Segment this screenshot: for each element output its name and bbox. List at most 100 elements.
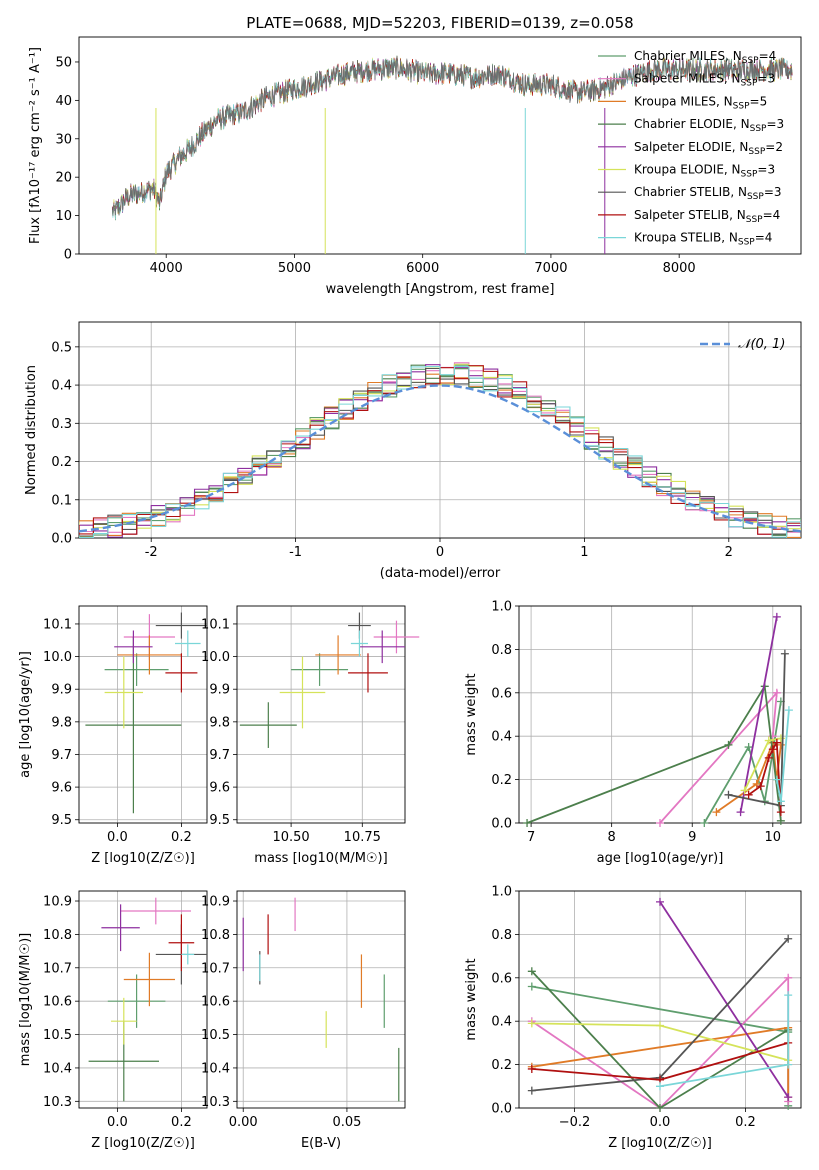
x-tick-label: 5000	[278, 261, 311, 276]
y-tick-label: 9.8	[209, 715, 230, 730]
x-tick-label: 0.2	[171, 830, 192, 845]
y-tick-label: 9.9	[209, 683, 230, 698]
x-tick-label: 0.00	[229, 1115, 258, 1130]
weight-marker-model-1	[784, 973, 793, 982]
legend-entry-1: Salpeter MILES, NSSP=3	[634, 72, 775, 89]
weight-marker-model-7	[768, 745, 777, 754]
weight_vs_Z-panel: −0.2 0.0 0.2 0.0 0.2 0.4 0.6 0.8 1.0 Z [log10(Z/Z…	[464, 885, 802, 1151]
y-tick-label: 10.9	[201, 895, 230, 910]
y-tick-label: 0.5	[51, 340, 72, 355]
legend-entry-normal: 𝒩(0, 1)	[738, 337, 785, 352]
weight-line-model-4	[739, 616, 778, 813]
weight-marker-model-5	[656, 1021, 664, 1030]
y-tick-label: 0.4	[491, 730, 512, 745]
plot-frame	[78, 605, 208, 824]
x-tick-label: 7000	[534, 261, 567, 276]
y-tick-label: 0	[64, 248, 72, 263]
histogram-model-8	[79, 365, 801, 538]
x-tick-label: 0.0	[107, 830, 128, 845]
weight-marker-model-0	[744, 743, 753, 752]
spectrum-model-line-6	[111, 56, 793, 216]
y-tick-label: 9.6	[51, 781, 72, 796]
x-tick-label: 9	[688, 830, 696, 845]
weight-marker-model-8	[776, 797, 785, 806]
legend-value: =3	[757, 72, 775, 86]
legend-value: =4	[763, 208, 781, 222]
weight-marker-model-4	[656, 897, 664, 906]
weight-marker-model-7	[764, 753, 773, 762]
weight-marker-model-3	[776, 816, 785, 825]
x-tick-label: 0.05	[332, 1115, 361, 1130]
y-tick-label: 1.0	[491, 600, 512, 615]
weight-marker-model-6	[784, 934, 793, 943]
x-axis-label: Z [log10(Z/Z☉)]	[91, 1136, 195, 1151]
weight-line-model-3	[526, 683, 782, 824]
y-tick-label: 10.8	[201, 928, 230, 943]
legend-sub: SSP	[741, 79, 758, 89]
y-tick-label: 50	[55, 55, 72, 70]
y-tick-label: 10.3	[43, 1095, 72, 1110]
y-tick-label: 10.7	[43, 961, 72, 976]
mass_vs_Z-panel: 0.0 0.2 10.3 10.4 10.5 10.6 10.7 10.8 10.9 Z [log…	[18, 890, 208, 1151]
y-tick-label: 10.7	[201, 961, 230, 976]
y-tick-label: 0.0	[491, 817, 512, 832]
legend-entry-6: Chabrier STELIB, NSSP=3	[634, 185, 782, 202]
weight-marker-model-3	[724, 740, 733, 749]
x-axis-label: age [log10(age/yr)]	[597, 851, 724, 866]
y-axis-label: mass [log10(M/M☉)]	[18, 933, 33, 1066]
y-tick-label: 0.3	[51, 417, 72, 432]
legend-value: =4	[759, 49, 777, 63]
x-tick-label: 10.50	[272, 830, 309, 845]
legend-value: =3	[766, 117, 784, 131]
y-tick-label: 0.4	[491, 1015, 512, 1030]
weight-marker-model-0	[527, 982, 536, 991]
x-tick-label: 8000	[663, 261, 696, 276]
y-tick-label: 10.8	[43, 928, 72, 943]
weight-marker-model-0	[700, 819, 709, 827]
x-tick-label: 7	[527, 830, 535, 845]
legend-entry-7: Salpeter STELIB, NSSP=4	[634, 208, 780, 225]
y-tick-label: 10	[55, 209, 72, 224]
y-tick-label: 9.7	[51, 748, 72, 763]
weight-marker-model-1	[772, 688, 781, 697]
legend-sub: SSP	[750, 124, 767, 134]
y-tick-label: 0.4	[51, 379, 72, 394]
y-tick-label: 10.5	[43, 1028, 72, 1043]
legend-entry-4: Salpeter ELODIE, NSSP=2	[634, 140, 783, 157]
figure-title: PLATE=0688, MJD=52203, FIBERID=0139, z=0…	[246, 14, 633, 32]
spectrum-panel: 4000 5000 6000 7000 8000 0 10 20 30 40 50 wavelengt…	[28, 36, 802, 297]
weight-marker-model-3	[523, 819, 532, 827]
y-tick-label: 0.2	[491, 1058, 512, 1073]
legend-value: =2	[765, 140, 783, 154]
legend-entry-2: Kroupa MILES, NSSP=5	[634, 94, 767, 111]
y-tick-label: 0.8	[491, 928, 512, 943]
y-tick-label: 10.4	[201, 1061, 230, 1076]
weight-marker-model-5	[776, 734, 785, 743]
x-axis-label: wavelength [Angstrom, rest frame]	[326, 282, 555, 297]
weight-marker-model-7	[756, 782, 765, 791]
y-tick-label: 0.2	[491, 773, 512, 788]
legend: Chabrier MILES, NSSP=4 Salpeter MILES, NS…	[598, 49, 784, 248]
y-tick-label: 10.0	[201, 650, 230, 665]
weight-marker-model-7	[776, 808, 785, 817]
y-tick-label: 9.5	[209, 813, 230, 828]
weight-marker-model-2	[752, 779, 761, 788]
y-tick-label: 10.0	[43, 650, 72, 665]
y-tick-label: 0.0	[51, 532, 72, 547]
x-tick-label: 0	[436, 545, 444, 560]
plot-frame	[78, 890, 208, 1109]
y-tick-label: 30	[55, 132, 72, 147]
y-axis-label: age [log10(age/yr)]	[18, 651, 33, 778]
legend-entry-8: Kroupa STELIB, NSSP=4	[634, 231, 772, 248]
x-tick-label: 10.75	[344, 830, 381, 845]
x-axis-label: mass [log10(M/M☉)]	[254, 851, 387, 866]
legend-sub: SSP	[738, 238, 755, 248]
y-tick-label: 40	[55, 94, 72, 109]
y-tick-label: 9.5	[51, 813, 72, 828]
plot-frame	[236, 605, 406, 824]
weight-marker-model-1	[656, 819, 664, 827]
legend-sub: SSP	[733, 101, 750, 111]
legend-value: =5	[750, 94, 768, 108]
x-tick-label: 10	[765, 830, 782, 845]
